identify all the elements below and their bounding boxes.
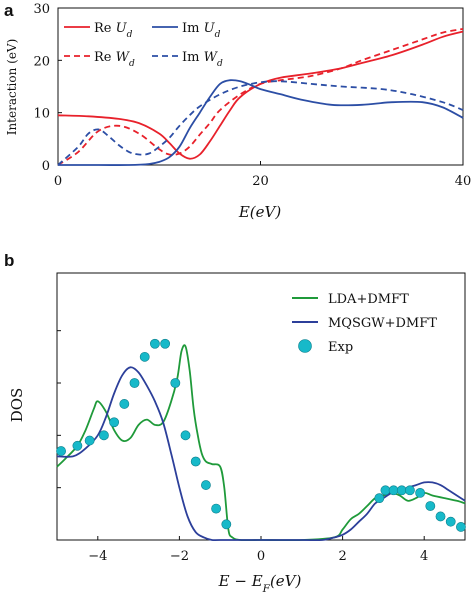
panel-b-exp-point xyxy=(190,456,201,467)
panel-b-legend-swatch xyxy=(298,339,312,353)
panel-b-exp-point xyxy=(435,511,446,522)
panel-b-exp-point xyxy=(56,446,66,456)
panel-a-y-tick-label: 30 xyxy=(33,2,50,17)
panel-a-x-axis-label: E(eV) xyxy=(238,203,282,221)
panel-a-series-re-ud xyxy=(57,30,464,160)
panel-b-exp-point xyxy=(456,522,466,532)
panel-b-exp-point xyxy=(374,493,385,504)
panel-a-legend-label: Re Ud xyxy=(94,21,133,40)
panel-b-plot: −4 −2 0 2 4 DOS E − EF(eV) LDA+DMFT MQSGW+DMF… xyxy=(8,272,466,595)
panel-b-lines xyxy=(56,338,466,542)
panel-a-y-axis-label: Interaction (eV) xyxy=(5,39,19,136)
panel-b-exp-point xyxy=(84,435,95,446)
panel-b-exp-point xyxy=(380,485,391,496)
panel-a-series-re-wd xyxy=(57,28,464,166)
panel-b-exp-point xyxy=(388,485,399,496)
panel-b-exp-point xyxy=(425,501,436,511)
panel-a-y-tick-label: 10 xyxy=(33,107,50,122)
panel-b-exp-point xyxy=(99,430,109,441)
panel-b-legend-label: MQSGW+DMFT xyxy=(328,316,437,331)
panel-a-lines xyxy=(57,28,464,166)
panel-a-series-im-ud xyxy=(58,79,464,166)
panel-b-series-mqsgw-dmft xyxy=(56,366,466,542)
panel-b-legend-label: Exp xyxy=(328,340,353,355)
panel-b-exp-point xyxy=(119,399,130,409)
panel-b-series-lda-dmft xyxy=(56,344,466,542)
panel-a-ticks: 0 20 40 0 10 20 30 xyxy=(33,2,471,189)
panel-b-exp-point xyxy=(415,488,426,498)
panel-b-legend-label: LDA+DMFT xyxy=(328,292,409,307)
panel-b-x-tick-label: −4 xyxy=(88,549,107,564)
panel-b-exp-point xyxy=(180,430,191,441)
panel-b-exp-point xyxy=(201,480,211,490)
panel-b-exp-point xyxy=(109,417,120,428)
panel-b-y-axis-label: DOS xyxy=(8,388,26,423)
panel-a-y-tick-label: 0 xyxy=(42,159,50,174)
panel-b-ticks: −4 −2 0 2 4 xyxy=(57,330,428,564)
panel-a-plot: 0 20 40 0 10 20 30 Interaction (eV) E(eV) Re U… xyxy=(5,2,471,221)
panel-b-frame xyxy=(56,272,466,541)
panel-b-exp-point xyxy=(129,378,140,388)
panel-a-x-tick-label: 0 xyxy=(54,174,62,189)
panel-a-legend-label: Im Ud xyxy=(182,21,221,40)
panel-a-legend-label: Re Wd xyxy=(94,50,135,69)
panel-b-exp-point xyxy=(72,440,83,451)
panel-b-exp-point xyxy=(405,485,415,496)
panel-b-x-tick-label: −2 xyxy=(170,549,189,564)
panel-a-x-tick-label: 20 xyxy=(252,174,269,189)
panel-b-x-axis-label: E − EF(eV) xyxy=(218,572,302,595)
panel-b-exp-point xyxy=(396,485,407,496)
panel-b-legend: LDA+DMFT MQSGW+DMFT Exp xyxy=(292,292,437,355)
panel-a-legend: Re Ud Im Ud Re Wd Im Wd xyxy=(64,21,223,69)
panel-a-letter: a xyxy=(4,1,14,20)
panel-a-x-tick-label: 40 xyxy=(455,174,472,189)
panel-b-exp-point xyxy=(139,351,150,362)
panel-b-x-tick-label: 4 xyxy=(420,549,428,564)
panel-b-exp-point xyxy=(445,516,456,527)
panel-b-exp-point xyxy=(160,338,171,349)
panel-b-x-tick-label: 2 xyxy=(338,549,346,564)
panel-a-legend-label: Im Wd xyxy=(182,50,223,69)
panel-a-y-tick-label: 20 xyxy=(33,54,50,69)
panel-b-exp-point xyxy=(211,503,222,514)
panel-b-letter: b xyxy=(4,251,14,270)
panel-a-series-im-wd xyxy=(57,80,464,166)
panel-b-x-tick-label: 0 xyxy=(257,549,265,564)
panel-b-exp-point xyxy=(170,378,181,388)
panel-b-exp-point xyxy=(221,519,232,530)
panel-b-exp-point xyxy=(150,338,160,349)
